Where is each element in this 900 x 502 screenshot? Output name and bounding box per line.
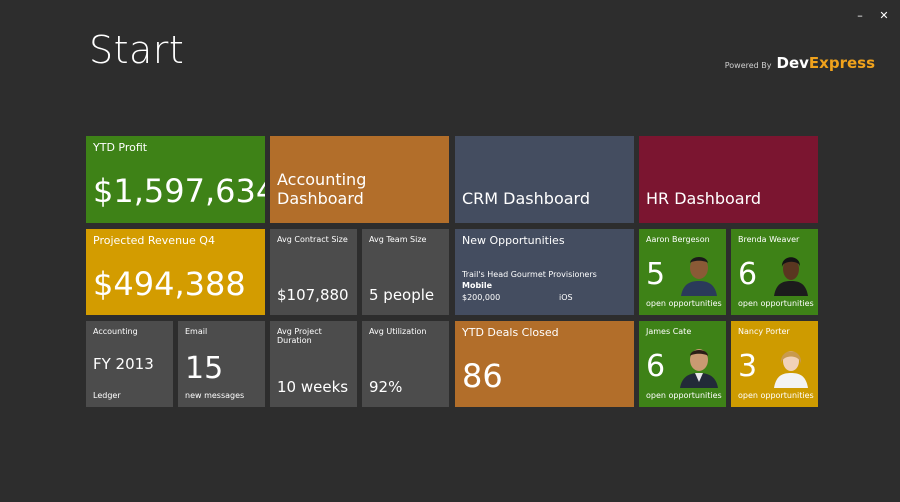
person-name: Nancy Porter [738, 327, 790, 336]
person-name: Brenda Weaver [738, 235, 800, 244]
person-caption: open opportunities [738, 299, 814, 308]
opportunity-amount: $200,000 [462, 293, 501, 302]
tile-avg-utilization[interactable]: Avg Utilization 92% [362, 321, 449, 407]
opportunity-company: Trail's Head Gourmet Provisioners [462, 270, 597, 279]
tile-value: $1,597,634 [93, 172, 265, 210]
tile-label: YTD Profit [93, 141, 148, 154]
tile-hr-dashboard[interactable]: HR Dashboard [639, 136, 818, 223]
tile-value: FY 2013 [93, 355, 154, 373]
tile-label: Accounting [93, 327, 138, 336]
tile-label: New Opportunities [462, 234, 565, 247]
tile-label: Avg Team Size [369, 235, 427, 244]
person-count: 5 [646, 257, 666, 292]
page-title: Start [89, 28, 185, 72]
tile-avg-contract-size[interactable]: Avg Contract Size $107,880 [270, 229, 357, 315]
tile-value: $494,388 [93, 265, 246, 303]
avatar [770, 250, 812, 296]
tile-avg-project-duration[interactable]: Avg Project Duration 10 weeks [270, 321, 357, 407]
minimize-icon[interactable]: – [857, 9, 863, 22]
person-caption: open opportunities [646, 391, 722, 400]
powered-by-label: Powered By [724, 61, 772, 70]
tile-label: Projected Revenue Q4 [93, 234, 215, 247]
tile-value: $107,880 [277, 286, 349, 304]
avatar [770, 342, 812, 388]
person-count: 6 [646, 349, 666, 384]
person-caption: open opportunities [646, 299, 722, 308]
person-count: 3 [738, 349, 758, 384]
tile-label: Avg Contract Size [277, 235, 348, 244]
tile-label: Avg Project Duration [277, 327, 322, 345]
tile-label: YTD Deals Closed [462, 326, 559, 339]
tile-title: Accounting Dashboard [277, 170, 367, 208]
brand-dev-text: Dev [776, 54, 809, 72]
person-caption: open opportunities [738, 391, 814, 400]
tile-footer: new messages [185, 391, 245, 400]
person-name: Aaron Bergeson [646, 235, 710, 244]
close-icon[interactable]: ✕ [879, 9, 889, 22]
avatar [678, 250, 720, 296]
tile-projected-revenue[interactable]: Projected Revenue Q4 $494,388 [86, 229, 265, 315]
devexpress-logo: DevExpress [777, 54, 876, 72]
tile-avg-team-size[interactable]: Avg Team Size 5 people [362, 229, 449, 315]
brand-express-text: Express [808, 54, 875, 72]
tile-value: 92% [369, 378, 403, 396]
tile-value: 86 [462, 357, 503, 395]
tile-email[interactable]: Email 15 new messages [178, 321, 265, 407]
tile-label: Email [185, 327, 208, 336]
tile-person-james-cate[interactable]: James Cate 6 open opportunities [639, 321, 726, 407]
opportunity-product: Mobile [462, 281, 493, 290]
tile-value: 5 people [369, 286, 435, 304]
tile-ytd-profit[interactable]: YTD Profit $1,597,634 [86, 136, 265, 223]
opportunity-platform: iOS [559, 293, 573, 302]
tile-ytd-deals-closed[interactable]: YTD Deals Closed 86 [455, 321, 634, 407]
window-controls: – ✕ [854, 10, 890, 22]
tile-label: Avg Utilization [369, 327, 427, 336]
tile-title: HR Dashboard [646, 189, 762, 208]
person-name: James Cate [646, 327, 692, 336]
person-count: 6 [738, 257, 758, 292]
tile-value: 15 [185, 351, 224, 386]
tile-footer: Ledger [93, 391, 121, 400]
tile-new-opportunities[interactable]: New Opportunities Trail's Head Gourmet P… [455, 229, 634, 315]
tile-crm-dashboard[interactable]: CRM Dashboard [455, 136, 634, 223]
tile-title: CRM Dashboard [462, 189, 590, 208]
tile-accounting-dashboard[interactable]: Accounting Dashboard [270, 136, 449, 223]
tile-person-nancy-porter[interactable]: Nancy Porter 3 open opportunities [731, 321, 818, 407]
tile-value: 10 weeks [277, 378, 349, 396]
tile-accounting[interactable]: Accounting FY 2013 Ledger [86, 321, 173, 407]
powered-by-branding: Powered By DevExpress [725, 54, 875, 72]
tile-person-aaron-bergeson[interactable]: Aaron Bergeson 5 open opportunities [639, 229, 726, 315]
tile-person-brenda-weaver[interactable]: Brenda Weaver 6 open opportunities [731, 229, 818, 315]
avatar [678, 342, 720, 388]
